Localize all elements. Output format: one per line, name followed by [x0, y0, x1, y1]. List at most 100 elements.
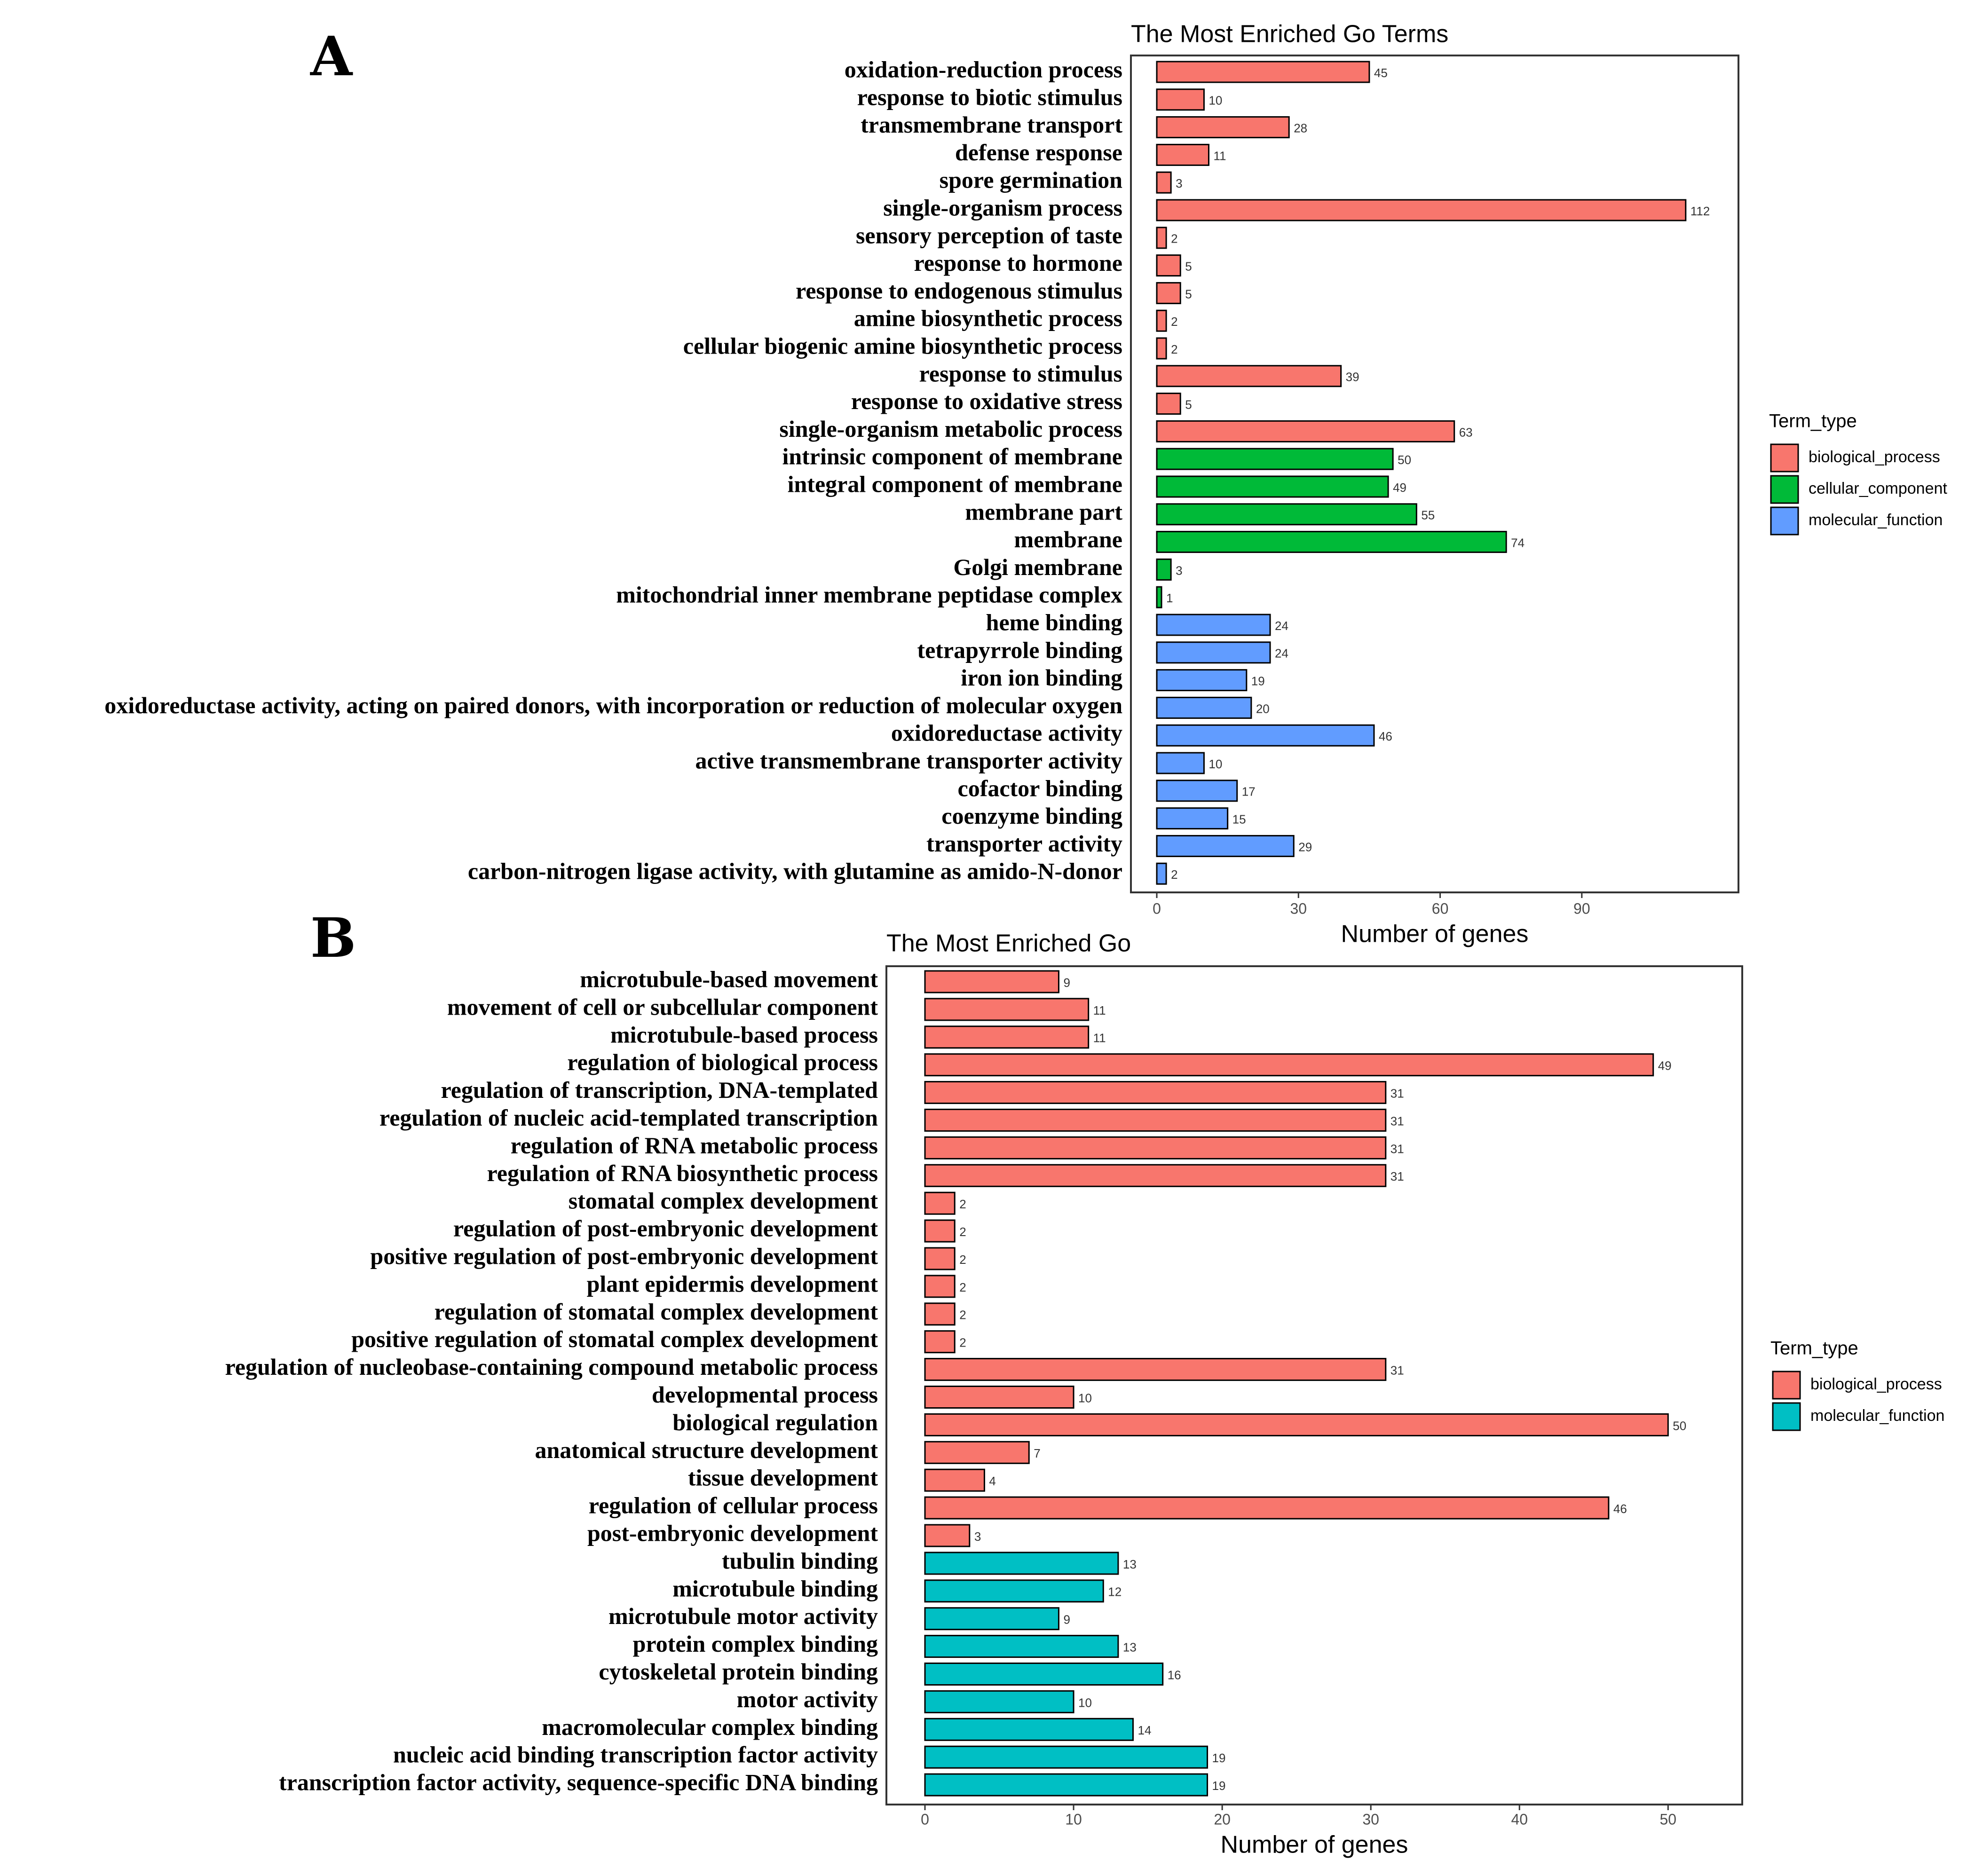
category-label-b-17: anatomical structure development — [535, 1437, 878, 1463]
bar-b-17 — [924, 1441, 1030, 1464]
bar-a-16 — [1156, 503, 1417, 526]
category-label-b-25: cytoskeletal protein binding — [599, 1658, 878, 1685]
value-label-a-9: 2 — [1171, 315, 1177, 329]
category-label-a-14: intrinsic component of membrane — [782, 443, 1122, 470]
value-label-a-19: 1 — [1166, 591, 1173, 605]
category-label-b-9: regulation of post-embryonic development — [453, 1215, 878, 1242]
legend-swatch-b-0 — [1772, 1371, 1801, 1400]
category-label-a-21: tetrapyrrole binding — [917, 637, 1122, 663]
category-label-a-16: membrane part — [965, 498, 1122, 525]
bar-a-0 — [1156, 61, 1370, 83]
bar-b-3 — [924, 1053, 1654, 1077]
bar-b-20 — [924, 1524, 971, 1547]
bar-a-13 — [1156, 420, 1455, 442]
panel-b-title: The Most Enriched Go — [886, 930, 1131, 957]
bar-a-8 — [1156, 282, 1181, 304]
category-label-b-18: tissue development — [688, 1465, 878, 1491]
category-label-b-20: post-embryonic development — [587, 1520, 878, 1546]
bar-a-20 — [1156, 614, 1271, 636]
x-axis-title-b: Number of genes — [1221, 1831, 1408, 1859]
category-label-a-8: response to endogenous stimulus — [796, 277, 1122, 304]
x-tick-label-a-1: 30 — [1290, 900, 1307, 917]
category-label-a-18: Golgi membrane — [953, 554, 1122, 580]
category-label-b-19: regulation of cellular process — [589, 1492, 878, 1519]
bar-a-12 — [1156, 393, 1181, 415]
value-label-b-29: 19 — [1212, 1779, 1226, 1793]
category-label-b-5: regulation of nucleic acid-templated tra… — [379, 1104, 878, 1131]
value-label-a-0: 45 — [1374, 66, 1388, 80]
value-label-b-14: 31 — [1390, 1363, 1404, 1377]
category-label-b-26: motor activity — [737, 1686, 878, 1712]
value-label-a-10: 2 — [1171, 342, 1177, 356]
category-label-a-5: single-organism process — [883, 194, 1122, 221]
bar-b-24 — [924, 1635, 1119, 1658]
panel-b: B The Most Enriched Go microtubule-based m… — [225, 906, 1945, 1859]
category-label-a-0: oxidation-reduction process — [845, 56, 1122, 82]
bar-a-24 — [1156, 724, 1375, 747]
legend-label-b-1: molecular_function — [1810, 1407, 1944, 1425]
bar-a-7 — [1156, 254, 1181, 277]
value-label-a-3: 11 — [1213, 149, 1226, 163]
value-label-b-5: 31 — [1390, 1114, 1404, 1128]
category-label-b-14: regulation of nucleobase-containing comp… — [225, 1354, 878, 1380]
value-label-b-22: 12 — [1108, 1585, 1122, 1599]
value-label-a-1: 10 — [1209, 94, 1222, 108]
value-label-a-17: 74 — [1511, 536, 1525, 550]
value-label-a-28: 29 — [1298, 840, 1312, 854]
legend-swatch-a-1 — [1770, 475, 1799, 504]
panel-a-border — [1130, 55, 1739, 893]
value-label-b-7: 31 — [1390, 1169, 1404, 1183]
value-label-a-27: 15 — [1232, 812, 1246, 826]
bar-a-11 — [1156, 365, 1342, 387]
bar-a-9 — [1156, 309, 1167, 332]
bar-a-27 — [1156, 807, 1229, 830]
bar-b-15 — [924, 1386, 1074, 1409]
value-label-a-8: 5 — [1185, 287, 1192, 301]
x-tick-label-a-2: 60 — [1432, 900, 1449, 917]
value-label-b-3: 49 — [1658, 1059, 1672, 1073]
category-label-b-2: microtubule-based process — [610, 1021, 878, 1048]
category-label-a-2: transmembrane transport — [861, 111, 1122, 138]
category-label-a-4: spore germination — [940, 167, 1123, 193]
value-label-b-20: 3 — [974, 1529, 981, 1544]
category-label-a-11: response to stimulus — [919, 360, 1122, 386]
bar-a-3 — [1156, 143, 1209, 166]
bar-a-4 — [1156, 171, 1172, 194]
bar-a-15 — [1156, 475, 1389, 498]
value-label-b-0: 9 — [1063, 976, 1070, 990]
bar-b-5 — [924, 1109, 1387, 1132]
bar-b-4 — [924, 1081, 1387, 1104]
category-label-b-27: macromolecular complex binding — [542, 1714, 878, 1740]
value-label-b-17: 7 — [1034, 1446, 1040, 1460]
bar-a-10 — [1156, 337, 1167, 360]
bar-a-25 — [1156, 752, 1205, 774]
value-label-b-13: 2 — [959, 1336, 966, 1350]
value-label-a-24: 46 — [1379, 729, 1392, 743]
bar-b-27 — [924, 1718, 1134, 1741]
bar-a-19 — [1156, 586, 1162, 608]
bar-a-29 — [1156, 862, 1167, 885]
category-label-a-28: transporter activity — [926, 830, 1122, 857]
category-label-b-22: microtubule binding — [672, 1575, 878, 1601]
value-label-b-25: 16 — [1168, 1668, 1181, 1682]
value-label-b-1: 11 — [1093, 1003, 1106, 1017]
value-label-b-9: 2 — [959, 1225, 966, 1239]
legend-swatch-b-1 — [1772, 1402, 1801, 1431]
bar-b-7 — [924, 1164, 1387, 1187]
value-label-b-8: 2 — [959, 1197, 966, 1211]
value-label-b-2: 11 — [1093, 1031, 1106, 1045]
value-label-b-16: 50 — [1673, 1419, 1686, 1433]
category-label-a-22: iron ion binding — [961, 664, 1122, 691]
value-label-a-26: 17 — [1242, 785, 1256, 799]
bar-b-18 — [924, 1468, 985, 1492]
legend-label-a-1: cellular_component — [1809, 480, 1947, 497]
legend-label-b-0: biological_process — [1810, 1375, 1942, 1393]
bar-b-21 — [924, 1552, 1119, 1575]
legend-title-a: Term_type — [1769, 411, 1857, 432]
panel-b-letter: B — [310, 906, 356, 970]
category-label-a-26: cofactor binding — [958, 775, 1123, 801]
value-label-a-4: 3 — [1176, 176, 1182, 190]
value-label-a-12: 5 — [1185, 397, 1192, 411]
category-label-a-7: response to hormone — [914, 250, 1122, 276]
